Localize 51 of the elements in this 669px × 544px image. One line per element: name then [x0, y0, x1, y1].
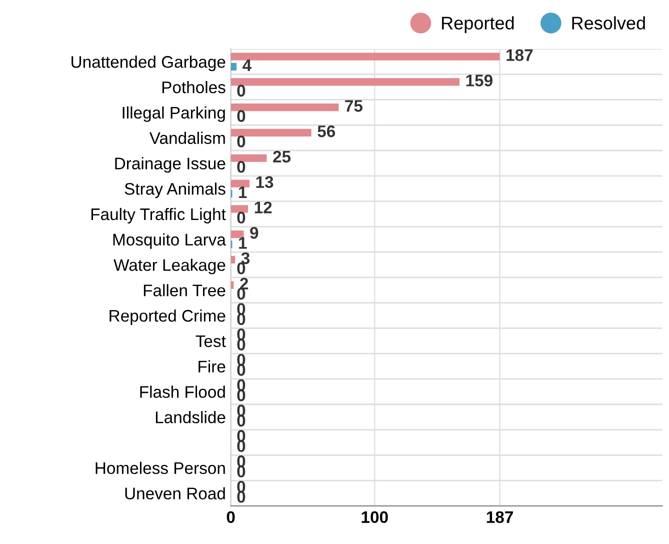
data-label: 25	[273, 150, 291, 163]
y-tick-label: Landslide	[156, 411, 226, 424]
y-tick-label: Vandalism	[149, 132, 225, 144]
y-tick-label: Uneven Road	[125, 487, 225, 500]
y-tick-label: Test	[196, 335, 226, 348]
bar	[230, 256, 236, 264]
bar	[230, 128, 312, 137]
data-label: 9	[250, 226, 258, 239]
data-label: 3	[241, 252, 250, 264]
y-tick-label: Homeless Person	[96, 462, 225, 474]
data-label: 0	[237, 110, 246, 122]
x-tick-label: 187	[486, 511, 513, 524]
y-tick-label: Potholes	[162, 81, 226, 94]
bar	[230, 205, 248, 213]
data-label: 0	[237, 136, 246, 148]
bar	[230, 230, 244, 238]
data-label: 13	[256, 176, 274, 188]
y-tick-label: Fallen Tree	[144, 284, 226, 296]
y-tick-label: Unattended Garbage	[72, 56, 226, 72]
data-label: 56	[318, 125, 336, 138]
y-tick-label: Flash Flood	[140, 386, 225, 398]
data-label: 187	[506, 49, 533, 62]
bar	[230, 180, 250, 188]
data-label: 0	[237, 262, 246, 274]
legend-label: Reported	[442, 16, 514, 34]
data-label: 4	[242, 60, 252, 72]
data-label: 0	[237, 84, 246, 97]
y-tick-label: Stray Animals	[124, 182, 226, 198]
y-tick-label: Reported Crime	[110, 309, 226, 326]
data-label: 0	[237, 212, 246, 224]
bar	[230, 104, 339, 112]
x-tick-label: 0	[226, 511, 235, 524]
y-tick-label: Drainage Issue	[115, 157, 226, 173]
bar	[230, 78, 460, 86]
data-label: 75	[345, 100, 363, 112]
bar	[230, 52, 500, 60]
y-tick-label: Mosquito Larva	[113, 233, 226, 249]
data-label: 159	[466, 74, 492, 86]
bar	[230, 154, 267, 162]
x-tick-label: 100	[362, 511, 388, 524]
y-tick-label: Water Leakage	[114, 258, 226, 274]
y-tick-label: Faulty Traffic Light	[91, 208, 226, 224]
y-tick-label: Fire	[198, 360, 226, 372]
data-label: 1	[239, 237, 247, 249]
data-label: 0	[237, 160, 246, 173]
data-label: 1	[239, 186, 247, 198]
data-label: 12	[254, 202, 272, 214]
legend-label: Resolved	[572, 16, 645, 30]
bar	[230, 62, 237, 71]
y-tick-label: Illegal Parking	[122, 106, 225, 122]
bar	[230, 281, 234, 289]
